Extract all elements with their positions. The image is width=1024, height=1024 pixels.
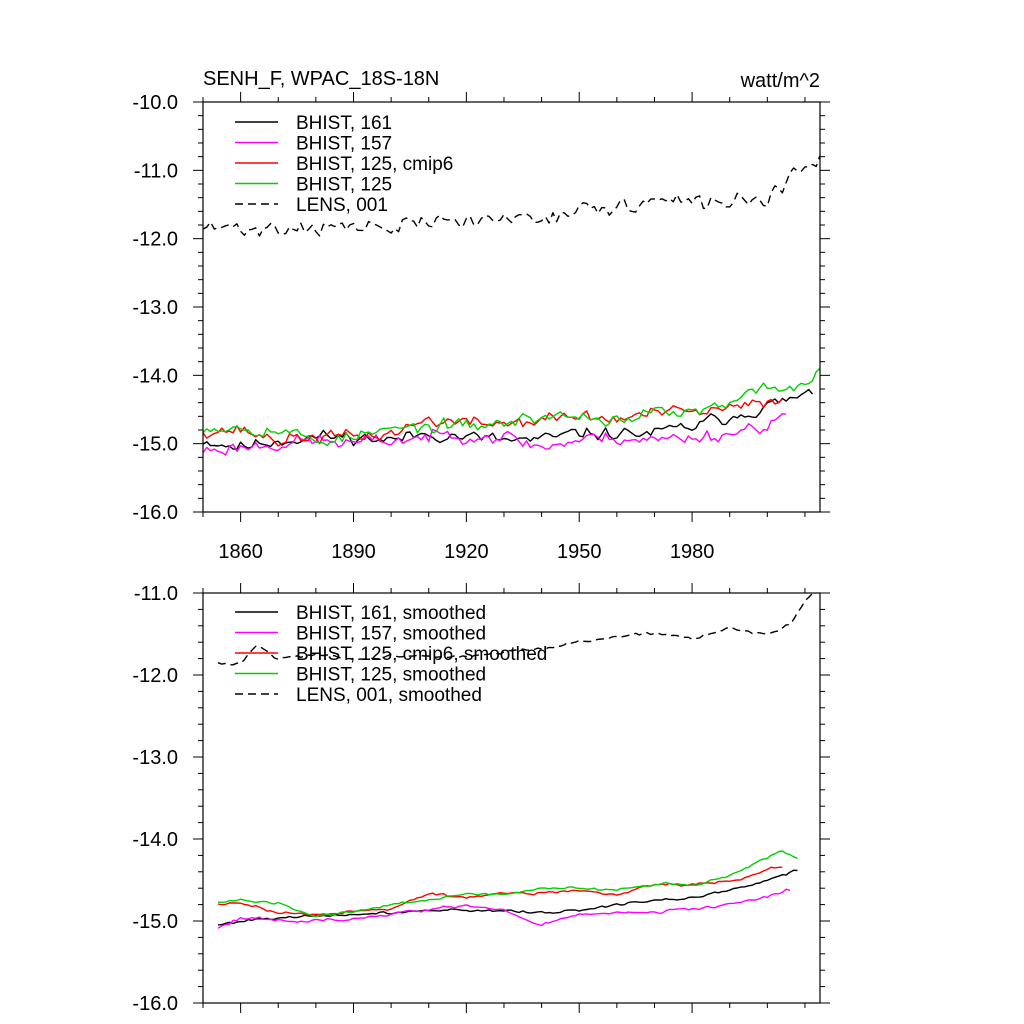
series-line-1 xyxy=(217,869,798,926)
x-tick-label: 1920 xyxy=(444,541,489,563)
y-tick-label: -11.0 xyxy=(134,583,178,605)
top-panel: 1860 1890 1920 1950 1980 -16.0 -15.0 -14.0 -13.0… xyxy=(132,92,830,563)
y-tick-label: -15.0 xyxy=(132,434,178,456)
legend-label: BHIST, 157, smoothed xyxy=(296,624,486,645)
y-tick-label: -14.0 xyxy=(132,829,178,851)
y-tick-label: -10.0 xyxy=(132,92,178,114)
legend-label: BHIST, 125, cmip6, smoothed xyxy=(296,644,547,665)
series-line-4 xyxy=(203,367,820,447)
legend-label: BHIST, 161, smoothed xyxy=(296,603,486,624)
y-tick-label: -12.0 xyxy=(132,229,178,251)
y-tick-label: -12.0 xyxy=(132,665,178,687)
series-group xyxy=(217,593,814,929)
y-tick-label: -13.0 xyxy=(132,297,178,319)
legend-label: BHIST, 125, smoothed xyxy=(296,665,486,686)
legend-label: LENS, 001 xyxy=(296,195,388,216)
legend-label: BHIST, 157 xyxy=(296,134,392,155)
y-tick-label: -16.0 xyxy=(132,502,178,524)
x-tick-label: 1890 xyxy=(331,541,376,563)
legend-label: BHIST, 125 xyxy=(296,175,392,196)
y-tick-label: -14.0 xyxy=(132,365,178,387)
series-line-5 xyxy=(217,593,814,666)
x-tick-label: 1950 xyxy=(557,541,602,563)
y-tick-label: -16.0 xyxy=(132,993,178,1015)
y-tick-label: -15.0 xyxy=(132,911,178,933)
series-line-3 xyxy=(203,398,783,447)
legend-label: BHIST, 125, cmip6 xyxy=(296,154,453,175)
legend-label: LENS, 001, smoothed xyxy=(296,685,482,706)
series-line-2 xyxy=(217,888,791,929)
figure-units: watt/m^2 xyxy=(740,70,820,92)
series-line-5 xyxy=(203,155,820,237)
series-group xyxy=(203,155,820,456)
figure-title: SENH_F, WPAC_18S-18N xyxy=(203,68,439,90)
legend-label: BHIST, 161 xyxy=(296,113,392,134)
y-tick-label: -13.0 xyxy=(132,747,178,769)
x-tick-label: 1860 xyxy=(218,541,263,563)
x-tick-label: 1980 xyxy=(670,541,715,563)
series-line-3 xyxy=(217,866,783,916)
bottom-panel: -16.0 -15.0 -14.0 -13.0 -12.0 -11.0 BHIST, 161… xyxy=(132,583,830,1015)
plot-frame xyxy=(202,592,821,1004)
y-tick-label: -11.0 xyxy=(134,160,178,182)
series-line-4 xyxy=(217,850,798,918)
